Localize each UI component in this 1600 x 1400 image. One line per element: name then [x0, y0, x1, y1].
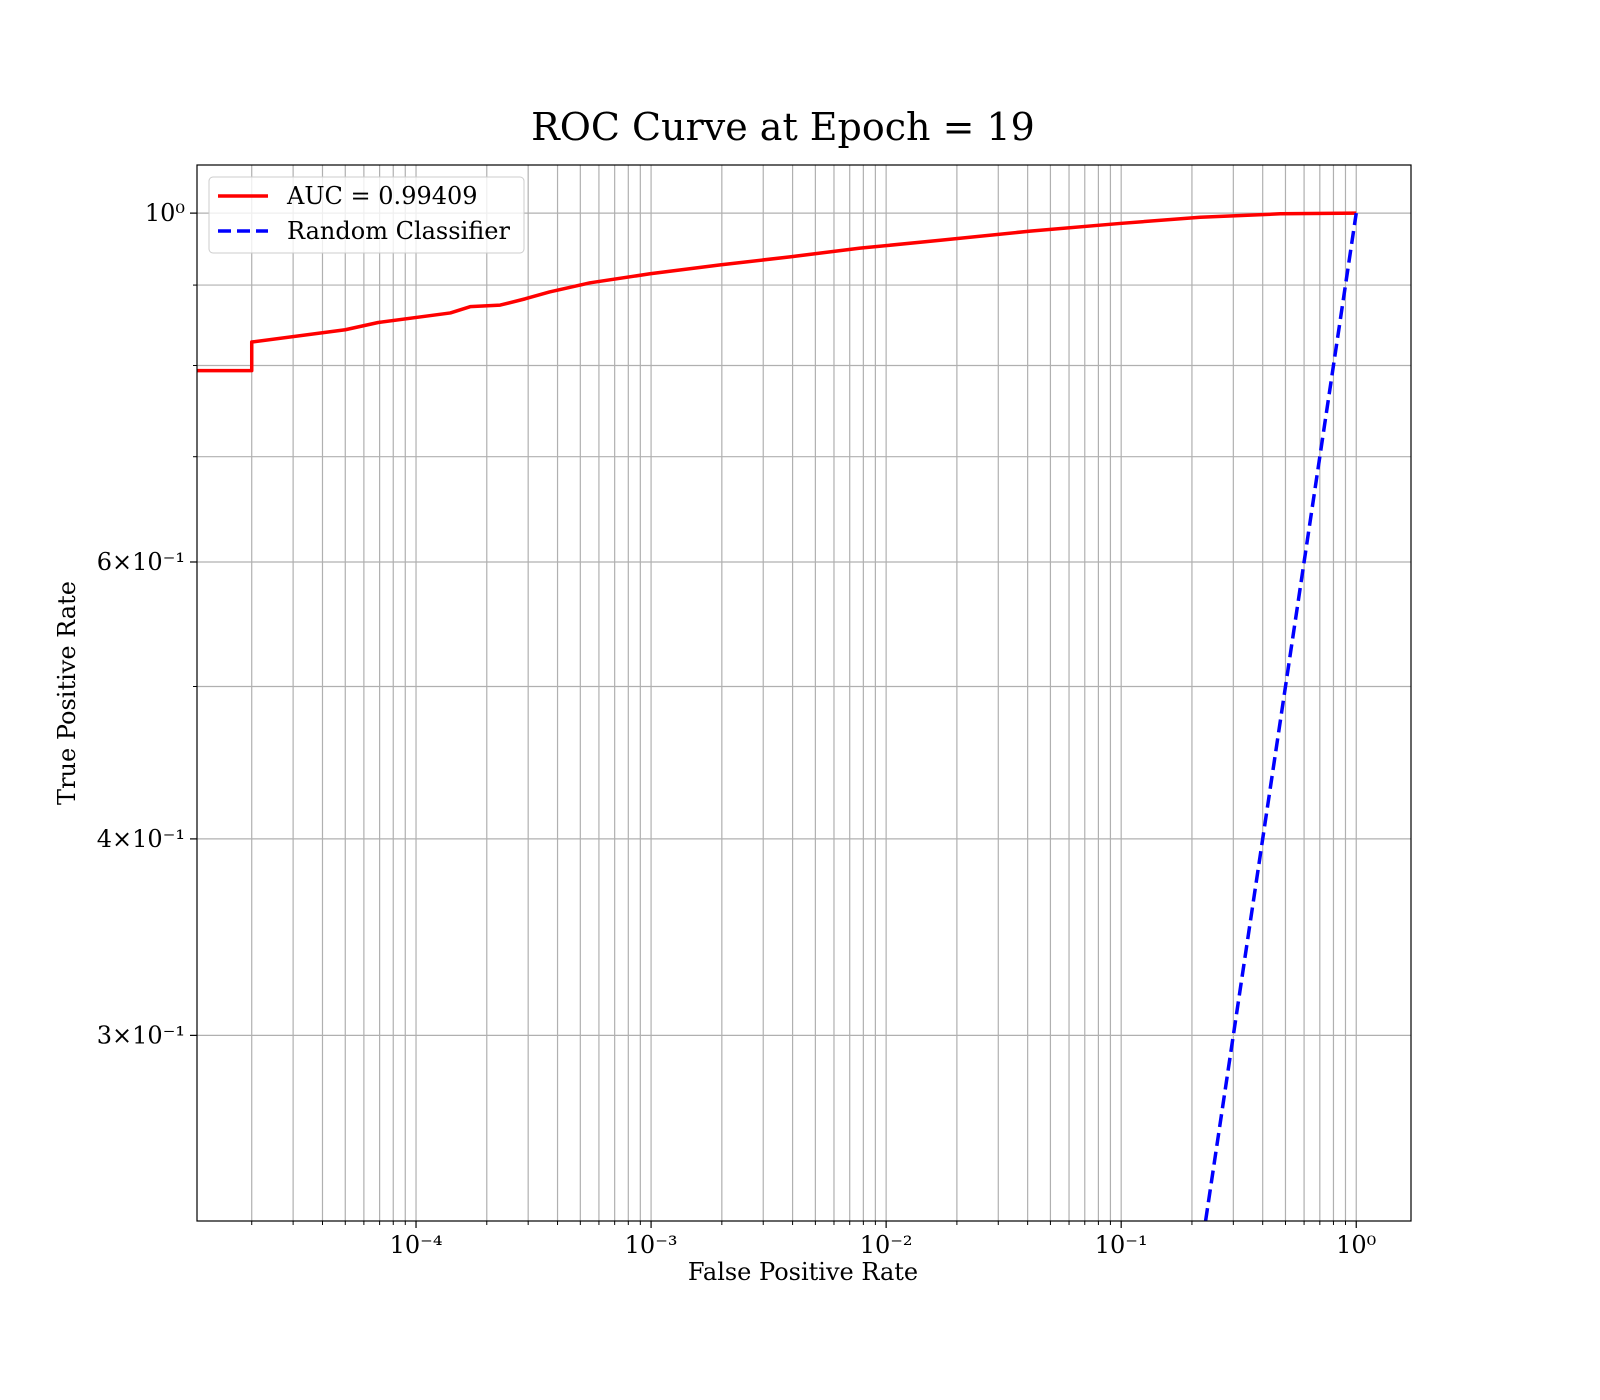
ticks: 10⁻⁴ 10⁻³ 10⁻² 10⁻¹ 10⁰ 10⁰ 6×10⁻¹ 4×10⁻¹ 3×10⁻¹: [97, 199, 1377, 1259]
series-line: [197, 211, 1357, 373]
x-tick-label: 10⁻⁴: [390, 1231, 443, 1259]
y-tick-label: 10⁰: [145, 199, 185, 227]
y-tick-label: 6×10⁻¹: [97, 548, 185, 576]
legend-label: Random Classifier: [287, 217, 510, 245]
legend: AUC = 0.99409 Random Classifier: [208, 176, 525, 254]
legend-label: AUC = 0.99409: [286, 182, 478, 210]
y-axis-label: True Positive Rate: [53, 581, 81, 805]
y-tick-label: 4×10⁻¹: [97, 825, 185, 853]
chart-title: ROC Curve at Epoch = 19: [531, 105, 1035, 149]
y-tick-label: 3×10⁻¹: [97, 1021, 185, 1049]
x-tick-label: 10⁰: [1336, 1231, 1376, 1259]
x-tick-label: 10⁻²: [860, 1231, 913, 1259]
plot-lines: [197, 211, 1358, 1221]
x-axis-label: False Positive Rate: [688, 1258, 918, 1286]
x-tick-label: 10⁻¹: [1095, 1231, 1148, 1259]
plot-frame: [196, 164, 1412, 1222]
legend-box: [208, 176, 525, 254]
grid: [197, 165, 1411, 1221]
x-tick-label: 10⁻³: [625, 1231, 678, 1259]
